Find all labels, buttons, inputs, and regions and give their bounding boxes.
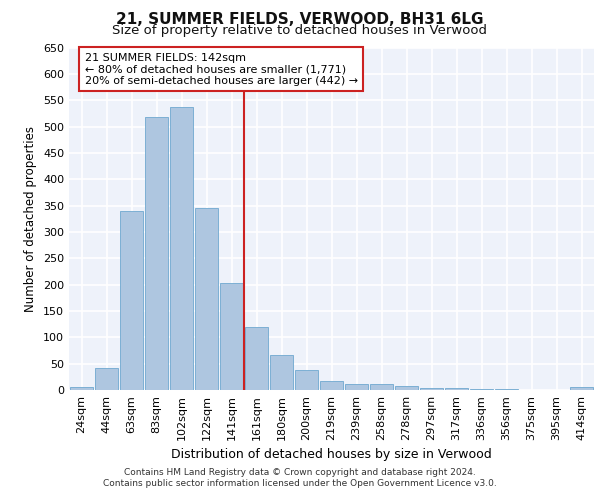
Bar [70, 388, 94, 390]
Bar [344, 384, 368, 390]
Bar [445, 388, 469, 390]
Text: 21, SUMMER FIELDS, VERWOOD, BH31 6LG: 21, SUMMER FIELDS, VERWOOD, BH31 6LG [116, 12, 484, 28]
Bar [170, 107, 193, 390]
Y-axis label: Number of detached properties: Number of detached properties [25, 126, 37, 312]
Bar [220, 282, 244, 390]
Bar [95, 368, 118, 390]
Bar [370, 384, 394, 390]
Bar [320, 380, 343, 390]
Bar [194, 208, 218, 390]
Bar [395, 386, 418, 390]
Bar [295, 370, 319, 390]
X-axis label: Distribution of detached houses by size in Verwood: Distribution of detached houses by size … [171, 448, 492, 462]
Bar [119, 211, 143, 390]
Bar [245, 327, 268, 390]
Text: Contains HM Land Registry data © Crown copyright and database right 2024.
Contai: Contains HM Land Registry data © Crown c… [103, 468, 497, 487]
Text: 21 SUMMER FIELDS: 142sqm
← 80% of detached houses are smaller (1,771)
20% of sem: 21 SUMMER FIELDS: 142sqm ← 80% of detach… [85, 52, 358, 86]
Text: Size of property relative to detached houses in Verwood: Size of property relative to detached ho… [113, 24, 487, 37]
Bar [145, 116, 169, 390]
Bar [569, 388, 593, 390]
Bar [419, 388, 443, 390]
Bar [269, 355, 293, 390]
